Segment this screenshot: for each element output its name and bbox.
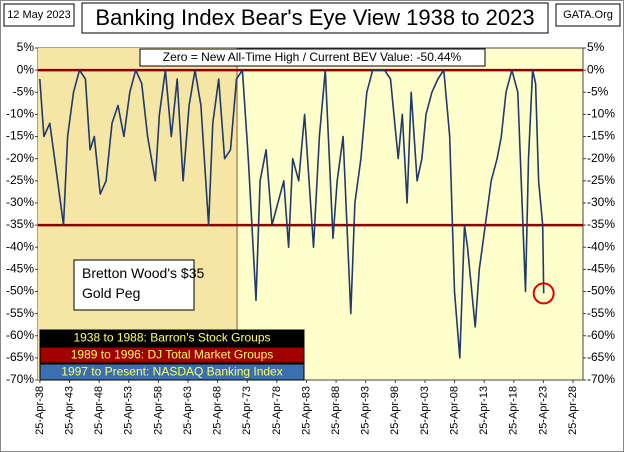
x-tick-label: 25-Apr-53 xyxy=(123,386,135,435)
y-tick-label: -65% xyxy=(6,350,34,364)
y-tick-label-right: -70% xyxy=(587,372,615,386)
y-tick-label-right: -15% xyxy=(587,129,615,143)
y-tick-label-right: -20% xyxy=(587,151,615,165)
y-tick-label: 5% xyxy=(17,40,35,54)
annotation: Bretton Wood's $35 Gold Peg xyxy=(82,265,204,301)
y-tick-label: -55% xyxy=(6,306,34,320)
y-tick-label: -30% xyxy=(6,195,34,209)
y-tick-label-right: -35% xyxy=(587,217,615,231)
x-tick-label: 25-Apr-18 xyxy=(508,386,520,435)
x-tick-label: 25-Apr-78 xyxy=(271,386,283,435)
x-tick-label: 25-Apr-43 xyxy=(63,386,75,435)
legend-box xyxy=(39,363,305,381)
y-tick-label-right: -65% xyxy=(587,350,615,364)
x-tick-label: 25-Apr-23 xyxy=(537,386,549,435)
y-tick-label: -5% xyxy=(13,84,35,98)
chart-title: Banking Index Bear's Eye View 1938 to 20… xyxy=(95,5,534,30)
y-tick-label: 0% xyxy=(17,62,35,76)
legend-text: 1997 to Present: NASDAQ Banking Index xyxy=(61,365,282,379)
legend-text: 1938 to 1988: Barron's Stock Groups xyxy=(73,331,270,345)
y-tick-label-right: 5% xyxy=(587,40,605,54)
x-tick-label: 25-Apr-28 xyxy=(567,386,579,435)
y-tick-label-right: 0% xyxy=(587,62,605,76)
x-tick-label: 25-Apr-03 xyxy=(419,386,431,435)
y-tick-label: -35% xyxy=(6,217,34,231)
date-label: 12 May 2023 xyxy=(7,9,71,21)
y-tick-label-right: -30% xyxy=(587,195,615,209)
y-tick-label-right: -60% xyxy=(587,328,615,342)
subtitle: Zero = New All-Time High / Current BEV V… xyxy=(163,50,462,64)
y-tick-label-right: -10% xyxy=(587,107,615,121)
x-tick-label: 25-Apr-63 xyxy=(182,386,194,435)
annotation-line: Gold Peg xyxy=(82,285,140,301)
x-tick-label: 25-Apr-88 xyxy=(330,386,342,435)
source: GATA.Org xyxy=(563,9,613,21)
x-tick-label: 25-Apr-58 xyxy=(152,386,164,435)
x-tick-label: 25-Apr-83 xyxy=(300,386,312,435)
x-tick-label: 25-Apr-13 xyxy=(478,386,490,435)
subtitle-box xyxy=(139,48,486,67)
current-value-circle xyxy=(532,282,555,305)
x-tick-label: 25-Apr-68 xyxy=(212,386,224,435)
shaded-span xyxy=(38,48,238,380)
y-tick-label: -50% xyxy=(6,284,34,298)
x-tick-label: 25-Apr-98 xyxy=(389,386,401,435)
source-box xyxy=(555,3,621,27)
x-tick-label: 25-Apr-38 xyxy=(34,386,46,435)
y-tick-label: -10% xyxy=(6,107,34,121)
y-tick-label-right: -50% xyxy=(587,284,615,298)
legend-box xyxy=(39,346,305,364)
y-tick-label: -60% xyxy=(6,328,34,342)
x-tick-label: 25-Apr-73 xyxy=(241,386,253,435)
y-tick-label: -40% xyxy=(6,239,34,253)
x-tick-label: 25-Apr-48 xyxy=(93,386,105,435)
y-tick-label-right: -55% xyxy=(587,306,615,320)
legend-box xyxy=(39,329,305,347)
annotation-box xyxy=(73,259,195,311)
y-tick-label-right: -5% xyxy=(587,84,609,98)
legend-text: 1989 to 1996: DJ Total Market Groups xyxy=(71,348,274,362)
y-tick-label: -15% xyxy=(6,129,34,143)
x-tick-label: 25-Apr-08 xyxy=(448,386,460,435)
y-tick-label: -20% xyxy=(6,151,34,165)
title-box xyxy=(81,2,549,34)
annotation-line: Bretton Wood's $35 xyxy=(82,265,204,281)
y-tick-label-right: -25% xyxy=(587,173,615,187)
y-tick-label: -45% xyxy=(6,262,34,276)
series-line xyxy=(39,69,545,359)
x-tick-label: 25-Apr-93 xyxy=(360,386,372,435)
y-tick-label: -25% xyxy=(6,173,34,187)
y-tick-label-right: -45% xyxy=(587,262,615,276)
y-tick-label-right: -40% xyxy=(587,239,615,253)
date-box xyxy=(3,3,75,27)
y-tick-label: -70% xyxy=(6,372,34,386)
